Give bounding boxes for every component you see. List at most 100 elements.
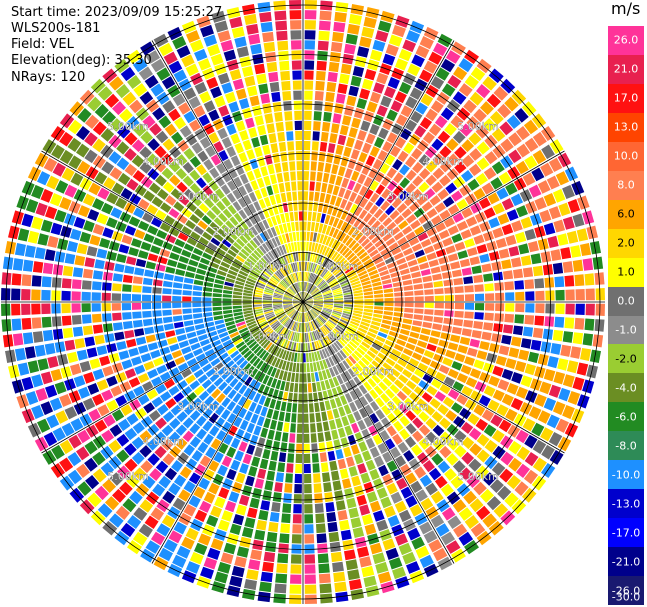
- velocity-gate: [357, 46, 370, 58]
- velocity-gate: [217, 72, 230, 85]
- velocity-gate: [84, 132, 98, 147]
- velocity-gate: [313, 202, 319, 212]
- velocity-gate: [406, 30, 421, 43]
- velocity-gate: [375, 397, 385, 408]
- velocity-gate: [215, 175, 225, 187]
- velocity-gate: [280, 523, 290, 534]
- velocity-gate: [164, 215, 175, 226]
- velocity-gate: [333, 328, 342, 336]
- velocity-gate: [495, 237, 507, 249]
- velocity-gate: [388, 34, 403, 47]
- velocity-gate: [224, 317, 234, 323]
- velocity-gate: [442, 237, 453, 247]
- velocity-gate: [403, 450, 415, 462]
- velocity-gate: [177, 452, 189, 465]
- velocity-gate: [504, 96, 519, 112]
- velocity-gate: [102, 282, 112, 291]
- velocity-gate: [192, 348, 204, 357]
- velocity-gate: [343, 306, 353, 310]
- velocity-gate: [332, 113, 342, 124]
- velocity-gate: [461, 267, 472, 276]
- velocity-gate: [288, 443, 295, 453]
- velocity-gate: [168, 160, 181, 173]
- velocity-gate: [337, 510, 348, 521]
- velocity-gate: [116, 341, 127, 351]
- velocity-gate: [189, 410, 201, 421]
- velocity-gate: [524, 315, 535, 325]
- velocity-gate: [102, 227, 114, 239]
- velocity-gate: [259, 11, 272, 23]
- velocity-gate: [124, 148, 137, 161]
- velocity-gate: [263, 230, 271, 240]
- velocity-gate: [313, 295, 323, 300]
- velocity-gate: [101, 389, 114, 402]
- velocity-gate: [51, 277, 62, 288]
- velocity-gate: [211, 10, 226, 23]
- velocity-gate: [217, 561, 231, 574]
- velocity-gate: [182, 302, 192, 308]
- velocity-gate: [329, 367, 336, 377]
- velocity-gate: [463, 99, 477, 114]
- velocity-gate: [304, 333, 307, 343]
- velocity-gate: [309, 252, 314, 262]
- velocity-gate: [273, 346, 280, 356]
- elevation-text: Elevation(deg): 35.30: [11, 53, 152, 68]
- velocity-gate: [131, 154, 145, 168]
- velocity-gate: [497, 485, 512, 501]
- velocity-gate: [282, 317, 290, 326]
- velocity-gate: [70, 363, 82, 376]
- velocity-gate: [230, 245, 240, 254]
- velocity-gate: [199, 339, 210, 347]
- velocity-gate: [294, 211, 299, 221]
- velocity-gate: [417, 452, 429, 465]
- velocity-gate: [433, 547, 448, 562]
- velocity-gate: [189, 214, 200, 224]
- velocity-gate: [322, 325, 330, 334]
- velocity-gate: [403, 313, 414, 319]
- velocity-gate: [384, 154, 396, 166]
- velocity-gate: [343, 332, 352, 340]
- velocity-gate: [363, 291, 373, 296]
- velocity-gate: [185, 325, 195, 333]
- velocity-gate: [320, 327, 327, 336]
- velocity-gate: [223, 289, 233, 295]
- velocity-gate: [307, 221, 311, 231]
- velocity-gate: [274, 368, 281, 379]
- velocity-gate: [250, 413, 259, 424]
- velocity-gate: [438, 339, 449, 348]
- velocity-gate: [286, 222, 292, 232]
- velocity-gate: [416, 398, 428, 409]
- velocity-gate: [176, 214, 188, 224]
- velocity-gate: [116, 433, 130, 447]
- velocity-gate: [316, 233, 321, 243]
- velocity-gate: [21, 408, 35, 424]
- velocity-gate: [434, 309, 444, 316]
- velocity-gate: [304, 261, 307, 271]
- velocity-gate: [197, 220, 208, 230]
- velocity-gate: [250, 180, 259, 191]
- velocity-gate: [473, 108, 487, 123]
- velocity-gate: [496, 404, 509, 417]
- velocity-gate: [304, 504, 313, 514]
- velocity-gate: [253, 310, 264, 315]
- velocity-gate: [267, 282, 276, 288]
- velocity-gate: [293, 301, 302, 302]
- velocity-gate: [132, 531, 148, 546]
- velocity-gate: [318, 267, 325, 276]
- velocity-gate: [398, 403, 410, 414]
- velocity-gate: [340, 529, 352, 541]
- velocity-gate: [453, 416, 466, 428]
- velocity-gate: [295, 294, 303, 302]
- velocity-gate: [490, 177, 503, 190]
- velocity-gate: [183, 504, 197, 517]
- velocity-gate: [424, 146, 437, 159]
- velocity-gate: [313, 304, 323, 308]
- velocity-gate: [301, 303, 303, 312]
- velocity-gate: [328, 345, 336, 355]
- velocity-gate: [280, 442, 288, 453]
- velocity-gate: [487, 399, 500, 412]
- velocity-gate: [201, 215, 212, 225]
- velocity-gate: [454, 294, 465, 302]
- velocity-gate: [325, 368, 332, 379]
- velocity-gate: [454, 353, 466, 363]
